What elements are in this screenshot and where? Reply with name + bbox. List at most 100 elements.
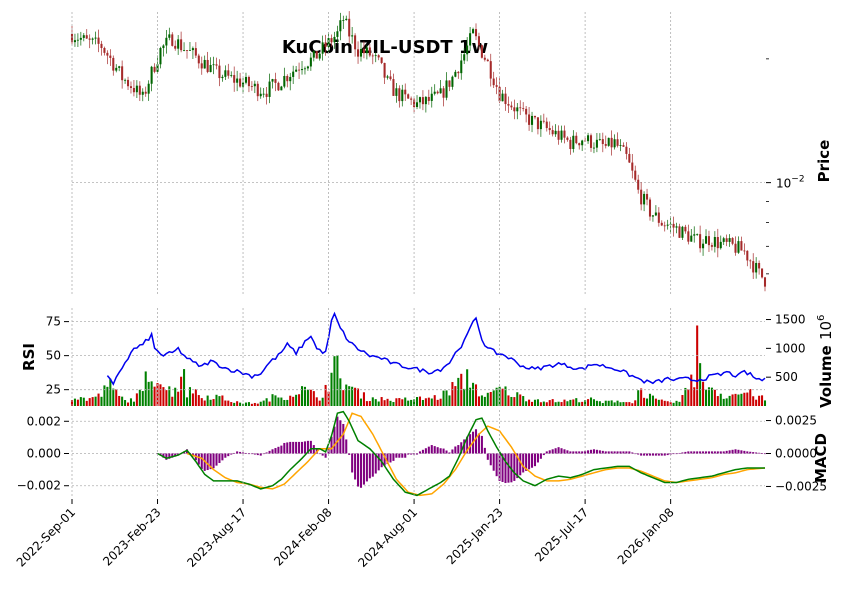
macd-histogram-bar	[575, 451, 578, 454]
candle-body	[168, 34, 171, 38]
candle-body	[572, 135, 575, 150]
candle-body	[91, 38, 94, 40]
macd-histogram-bar	[763, 453, 767, 455]
volume-bar	[584, 400, 587, 406]
volume-bar	[224, 400, 227, 406]
macd-histogram-bar	[271, 449, 274, 454]
candle-body	[466, 45, 469, 55]
macd-histogram-bar	[407, 453, 410, 455]
macd-histogram-bar	[595, 449, 598, 454]
candle-body	[421, 97, 424, 105]
volume-bar	[539, 402, 542, 406]
macd-histogram-bar	[752, 452, 755, 454]
candle-body	[280, 86, 283, 91]
macd-histogram-bar	[295, 441, 298, 454]
volume-bar	[109, 378, 112, 406]
candle-body	[286, 75, 289, 82]
candle-body	[628, 153, 631, 163]
volume-bar	[430, 398, 433, 406]
candle-body	[436, 91, 439, 94]
macd-histogram-bar	[610, 451, 613, 454]
volume-bar	[719, 393, 722, 406]
macd-histogram-bar	[690, 451, 693, 454]
price-axis-label: Price	[815, 140, 833, 183]
candle-body	[138, 85, 141, 95]
volume-bar	[578, 402, 581, 406]
candle-body	[587, 135, 590, 142]
macd-histogram-bar	[433, 446, 436, 454]
candle-body	[460, 60, 463, 74]
macd-histogram-bar	[625, 451, 628, 454]
volume-bar	[651, 395, 654, 406]
volume-bar	[100, 396, 103, 406]
volume-bar	[401, 399, 404, 406]
candle-body	[634, 170, 637, 180]
volume-bar	[545, 402, 548, 406]
candle-body	[492, 78, 495, 86]
volume-bar	[197, 395, 200, 406]
candle-body	[333, 36, 336, 43]
macd-histogram-bar	[162, 453, 165, 458]
volume-bar	[180, 376, 183, 406]
macd-histogram-bar	[303, 441, 306, 454]
candle-body	[73, 40, 76, 43]
volume-bar	[392, 402, 395, 406]
volume-bar	[613, 402, 616, 406]
macd-right-tick-label: −0.0025	[775, 479, 827, 493]
macd-histogram-bar	[678, 452, 681, 454]
macd-histogram-bar	[693, 451, 696, 454]
volume-bar	[666, 401, 669, 406]
volume-bar	[121, 396, 124, 406]
volume-bar	[233, 402, 236, 406]
macd-histogram-bar	[489, 453, 492, 466]
candle-body	[233, 75, 236, 83]
candle-body	[690, 235, 693, 242]
volume-bar	[660, 399, 663, 406]
volume-bar	[153, 386, 156, 406]
volume-bar	[200, 398, 203, 406]
volume-bar	[722, 398, 725, 406]
volume-bar	[501, 388, 504, 406]
volume-bar	[227, 400, 230, 406]
candle-body	[70, 33, 74, 43]
candle-body	[194, 48, 197, 56]
volume-bar	[371, 397, 374, 406]
candle-body	[663, 225, 666, 227]
volume-bar	[542, 401, 545, 406]
macd-histogram-bar	[445, 450, 448, 454]
candle-body	[289, 76, 292, 82]
rsi-axis-label: RSI	[20, 343, 38, 371]
volume-bar	[690, 374, 693, 406]
macd-histogram-bar	[660, 453, 663, 456]
volume-bar	[604, 400, 607, 406]
candle-body	[88, 38, 91, 40]
volume-bar	[746, 392, 749, 406]
candle-body	[109, 55, 112, 58]
macd-histogram-bar	[551, 449, 554, 454]
candle-body	[522, 108, 525, 109]
volume-bar	[436, 399, 439, 406]
macd-histogram-bar	[713, 451, 716, 454]
candle-body	[398, 88, 401, 102]
volume-bar	[271, 394, 274, 406]
volume-bar	[415, 397, 419, 406]
macd-histogram-bar	[306, 440, 309, 454]
x-tick-label: 2023-Feb-23	[100, 505, 163, 568]
volume-bar	[289, 395, 292, 406]
candle-body	[651, 215, 654, 217]
volume-bar	[631, 403, 634, 406]
candle-body	[678, 226, 681, 238]
volume-bar	[94, 396, 97, 406]
candle-body	[368, 47, 371, 56]
volume-bar	[236, 401, 239, 406]
macd-histogram-bar	[536, 453, 539, 463]
macd-histogram-bar	[233, 452, 236, 454]
volume-bar	[333, 356, 336, 406]
candle-body	[616, 139, 619, 146]
candle-body	[507, 104, 510, 106]
candle-body	[601, 139, 604, 145]
volume-bar	[141, 391, 144, 406]
volume-bar	[469, 387, 472, 406]
macd-histogram-bar	[589, 449, 593, 454]
